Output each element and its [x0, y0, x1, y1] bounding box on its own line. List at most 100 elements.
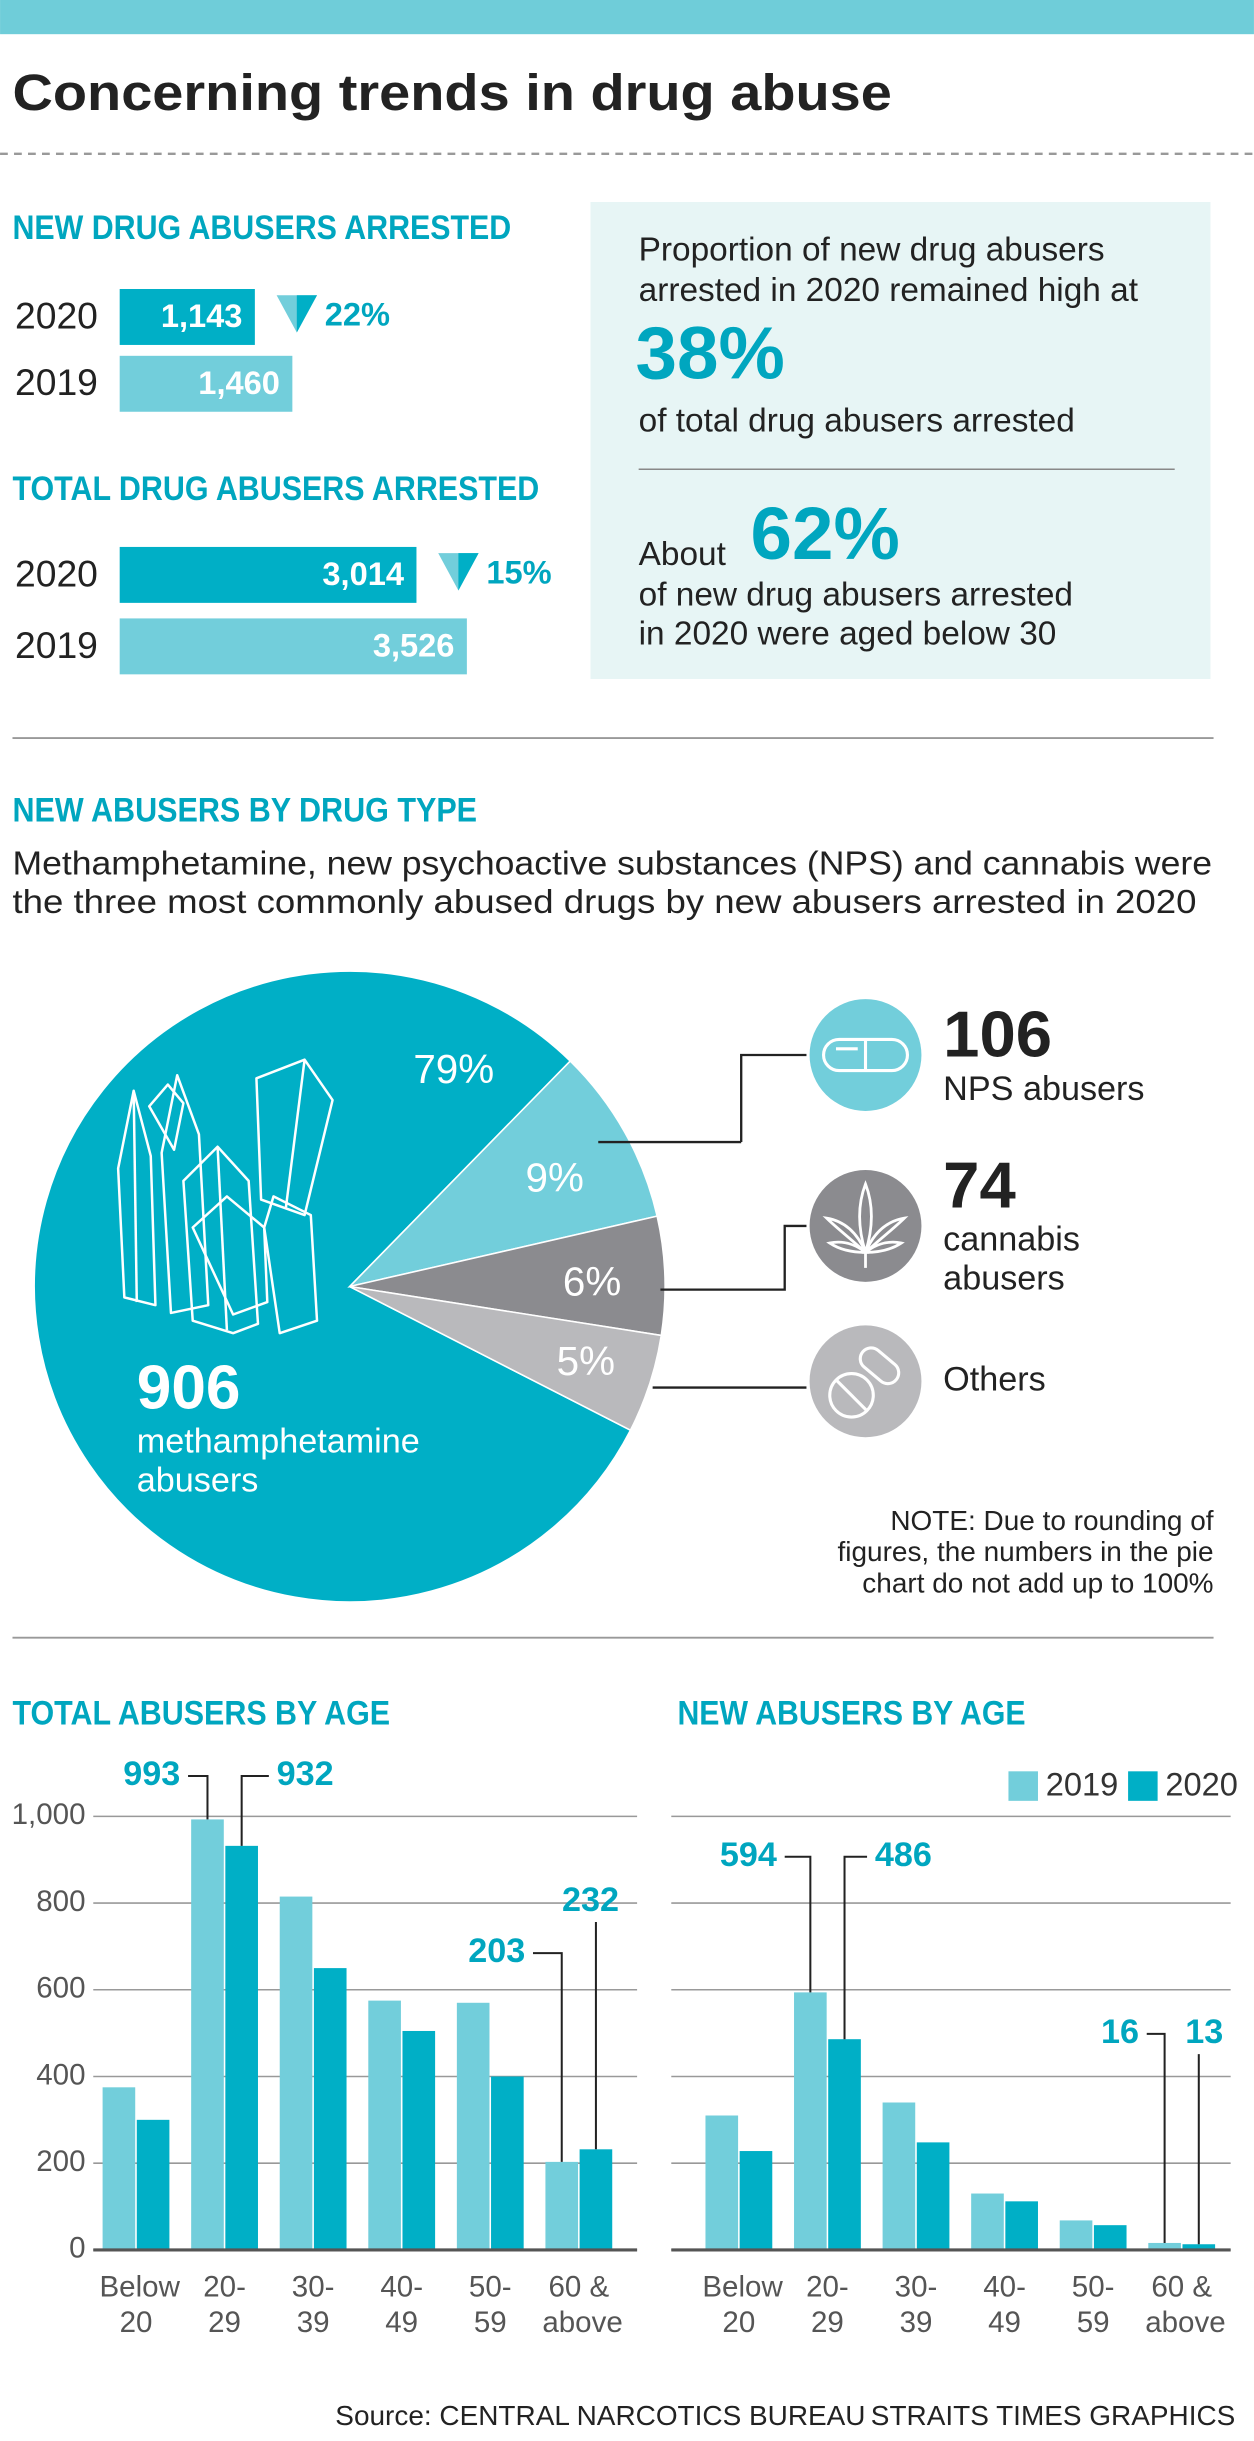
y-tick-label: 200 — [36, 2145, 85, 2178]
x-tick-label-box: Below 20 — [702, 2271, 783, 2341]
bar — [739, 2151, 773, 2250]
bar — [971, 2193, 1004, 2250]
x-tick-label-box: 40-49 — [380, 2271, 424, 2341]
x-tick-label: 40-49 — [983, 2271, 1026, 2341]
value-label: 486 — [875, 1836, 932, 1874]
x-tick-label-box: 50-59 — [1072, 2272, 1115, 2340]
cannabis-icon — [809, 1170, 922, 1282]
leader-line — [1146, 2032, 1166, 2243]
x-tick-label: 40-49 — [380, 2271, 424, 2341]
callout-value: 74 — [943, 1148, 1016, 1221]
bar — [368, 2000, 401, 2250]
panel-text: of new drug abusers arrested — [639, 576, 1073, 613]
bar — [1148, 2242, 1181, 2250]
legend-swatch — [1008, 1771, 1038, 1801]
x-tick-label: 30-39 — [291, 2271, 335, 2341]
x-tick-label: Below 20 — [702, 2271, 783, 2341]
panel-text: in 2020 were aged below 30 — [639, 615, 1057, 652]
down-arrow-shade — [296, 295, 318, 333]
bar — [1182, 2244, 1216, 2250]
category-label: 2019 — [15, 624, 98, 666]
value-label: 3,014 — [322, 555, 404, 592]
bar — [119, 355, 293, 412]
value-label: 3,526 — [373, 627, 455, 664]
pills-icon — [828, 1346, 901, 1419]
credit: STRAITS TIMES GRAPHICS — [871, 2400, 1235, 2431]
pie-slice — [347, 1059, 659, 1288]
x-tick-label-box: 40-49 — [983, 2271, 1026, 2341]
value-label: 203 — [468, 1932, 525, 1970]
slice-label: 5% — [557, 1338, 615, 1384]
bar — [102, 2087, 136, 2250]
top-bar — [0, 0, 1254, 35]
x-tick-label: Below 20 — [99, 2271, 180, 2341]
bar — [916, 2142, 950, 2250]
bar — [545, 2161, 579, 2250]
callout-text: abusers — [137, 1461, 259, 1499]
leader-line — [784, 1855, 812, 1993]
legend-label: 2019 — [1046, 1765, 1119, 1802]
subtitle: Methamphetamine, new psychoactive substa… — [12, 845, 1212, 882]
bar — [119, 289, 255, 345]
x-tick-label-box: 50-59 — [468, 2271, 512, 2341]
bar — [119, 546, 417, 603]
bar — [491, 2076, 524, 2250]
x-tick-label: 50-59 — [468, 2271, 512, 2341]
leader-line — [240, 1774, 269, 1846]
note: figures, the numbers in the pie — [838, 1536, 1214, 1567]
value-label: 1,460 — [198, 364, 280, 401]
bar — [828, 2039, 861, 2250]
pie-slice — [33, 970, 632, 1603]
subtitle: the three most commonly abused drugs by … — [12, 884, 1196, 921]
bar — [119, 618, 467, 675]
pie-slice — [349, 1215, 666, 1337]
panel-text: of total drug abusers arrested — [639, 402, 1075, 439]
section-heading: NEW ABUSERS BY AGE — [677, 1694, 1025, 1732]
bar — [191, 1819, 224, 2250]
crystal-illustration — [116, 1058, 334, 1335]
bar — [1093, 2225, 1127, 2250]
y-tick-label: 600 — [36, 1972, 85, 2005]
bar — [456, 2002, 490, 2250]
legend-label: 2020 — [1165, 1765, 1238, 1802]
leader-line — [660, 1224, 807, 1291]
leader-line — [188, 1774, 209, 1820]
leader-line — [740, 1053, 807, 1143]
bar — [313, 1968, 347, 2250]
slice-label: 9% — [526, 1155, 584, 1201]
y-tick-label: 800 — [36, 1885, 85, 1918]
panel-figure: 38% — [636, 311, 785, 395]
callout-text: methamphetamine — [137, 1422, 420, 1460]
x-tick-label: 30-39 — [894, 2271, 938, 2341]
x-tick-label: 60 & above — [542, 2271, 623, 2341]
x-tick-label-box: 30-39 — [291, 2271, 335, 2341]
leader-line — [532, 1952, 563, 2162]
x-tick-label-box: Below 20 — [99, 2271, 180, 2341]
callout-value: 106 — [943, 998, 1052, 1071]
callout-text: NPS abusers — [943, 1070, 1144, 1108]
y-tick-label: 1,000 — [12, 1798, 86, 1831]
x-tick-label-box: 60 & above — [542, 2271, 623, 2341]
panel-text: Proportion of new drug abusers — [639, 232, 1105, 269]
bar — [279, 1896, 313, 2250]
bar — [794, 1992, 827, 2250]
change-label: 22% — [325, 296, 390, 333]
bar — [1059, 2220, 1093, 2250]
note: chart do not add up to 100% — [862, 1567, 1213, 1598]
stat-panel — [590, 201, 1211, 680]
y-tick-label: 0 — [69, 2232, 85, 2265]
legend-swatch — [1128, 1771, 1158, 1801]
title: Concerning trends in drug abuse — [12, 64, 891, 121]
bar — [136, 2119, 170, 2250]
category-label: 2020 — [15, 294, 98, 336]
value-label: 932 — [277, 1755, 334, 1793]
callout-text: cannabis — [943, 1221, 1080, 1259]
x-tick-label-box: 20-29 — [203, 2272, 246, 2340]
callout-text: Others — [943, 1360, 1046, 1398]
value-label: 232 — [562, 1881, 619, 1919]
slice-label: 6% — [563, 1259, 621, 1305]
leaf-icon — [822, 1180, 909, 1268]
y-tick-label: 400 — [36, 2058, 85, 2091]
